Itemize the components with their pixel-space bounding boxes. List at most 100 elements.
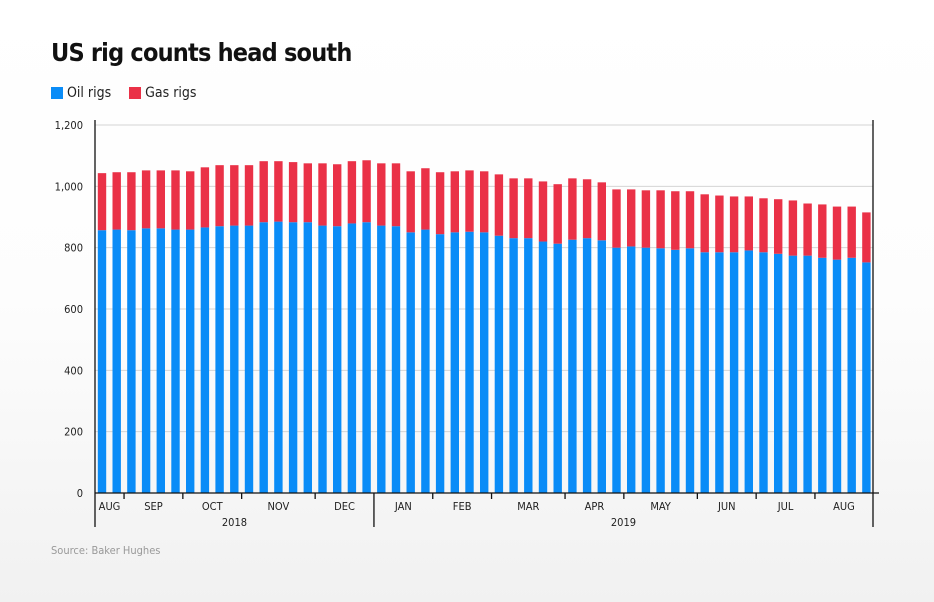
bar-gas [156, 170, 165, 229]
bar-oil [347, 223, 357, 493]
bar-oil [671, 249, 680, 493]
bar-gas [524, 178, 533, 239]
bar-oil [847, 257, 856, 493]
bar-oil [509, 238, 518, 493]
bar-gas [818, 204, 827, 258]
bar-oil [186, 229, 195, 493]
bar-oil [788, 255, 798, 493]
bar-oil [318, 225, 327, 493]
chart-title: US rig counts head south [51, 38, 352, 67]
bar-gas [641, 190, 651, 248]
bar-gas [729, 196, 739, 253]
y-tick-label: 400 [64, 364, 83, 377]
bar-oil [729, 252, 739, 493]
bar-oil [97, 230, 107, 494]
bar-gas [259, 161, 268, 223]
bar-gas [685, 191, 695, 249]
bar-gas [318, 163, 327, 226]
bar-oil [832, 259, 842, 493]
bar-gas [347, 161, 357, 224]
bar-oil [171, 229, 180, 493]
bar-oil [597, 240, 606, 493]
bar-oil [774, 253, 783, 493]
bar-gas [803, 203, 812, 256]
x-year-label: 2019 [611, 516, 636, 529]
legend: Oil rigs Gas rigs [51, 85, 196, 101]
bar-oil [362, 222, 371, 494]
bar-gas [671, 191, 680, 250]
bar-gas [553, 184, 562, 244]
bar-oil [700, 252, 709, 493]
bar-oil [568, 239, 577, 493]
legend-label-gas: Gas rigs [145, 85, 197, 101]
x-month-label: AUG [99, 500, 121, 513]
bar-oil [538, 241, 548, 493]
bar-oil [303, 222, 312, 494]
bar-gas [715, 195, 724, 253]
bar-oil [450, 232, 459, 494]
bar-oil [803, 255, 812, 493]
bar-oil [627, 246, 636, 493]
x-month-label: MAR [517, 500, 539, 513]
x-month-label: APR [585, 500, 605, 513]
bar-oil [435, 234, 445, 493]
x-month-label: FEB [453, 500, 472, 513]
bar-oil [465, 231, 474, 493]
bar-gas [435, 172, 445, 235]
bar-oil [421, 229, 430, 493]
x-month-label: OCT [202, 500, 224, 513]
bar-gas [97, 173, 107, 231]
bar-oil [685, 248, 695, 493]
y-tick-label: 600 [64, 303, 83, 316]
bar-oil [862, 262, 871, 493]
bar-gas [406, 171, 415, 233]
bar-gas [215, 165, 224, 227]
bar-oil [582, 238, 592, 493]
bar-oil [553, 243, 562, 493]
bar-gas [362, 160, 371, 223]
bar-oil [656, 248, 665, 493]
bar-gas [450, 171, 459, 233]
bar-oil [156, 228, 165, 493]
bar-gas [832, 206, 842, 260]
bar-gas [112, 172, 121, 230]
legend-swatch-gas [129, 87, 142, 99]
bar-oil [612, 247, 621, 493]
bar-oil [377, 225, 386, 493]
bar-gas [774, 199, 783, 254]
bar-gas [171, 170, 180, 230]
bar-oil [215, 226, 224, 493]
bar-oil [200, 227, 210, 493]
bar-oil [406, 232, 415, 494]
x-month-label: NOV [268, 500, 290, 513]
bar-gas [127, 172, 136, 231]
bar-gas [230, 165, 239, 226]
bar-gas [244, 165, 254, 226]
bar-gas [465, 170, 474, 232]
bar-oil [230, 225, 239, 493]
y-tick-label: 1,200 [55, 119, 83, 132]
bar-gas [744, 196, 753, 251]
x-month-label: MAY [650, 500, 671, 513]
bar-oil [274, 221, 283, 493]
x-month-label: DEC [334, 500, 355, 513]
bar-gas [612, 189, 621, 248]
bar-gas [759, 198, 768, 253]
bar-gas [568, 178, 577, 240]
bar-oil [391, 226, 401, 493]
bar-gas [862, 212, 871, 263]
bar-gas [494, 174, 504, 236]
bar-oil [288, 222, 298, 494]
y-tick-label: 0 [77, 487, 83, 500]
bar-oil [127, 230, 136, 494]
x-month-label: JUN [717, 500, 736, 513]
bar-oil [494, 235, 504, 493]
bar-gas [700, 194, 709, 253]
bar-gas [582, 179, 592, 239]
bar-gas [847, 206, 856, 258]
bar-gas [200, 167, 210, 228]
bar-oil [259, 222, 268, 494]
legend-label-oil: Oil rigs [67, 85, 112, 101]
legend-swatch-oil [51, 87, 63, 99]
